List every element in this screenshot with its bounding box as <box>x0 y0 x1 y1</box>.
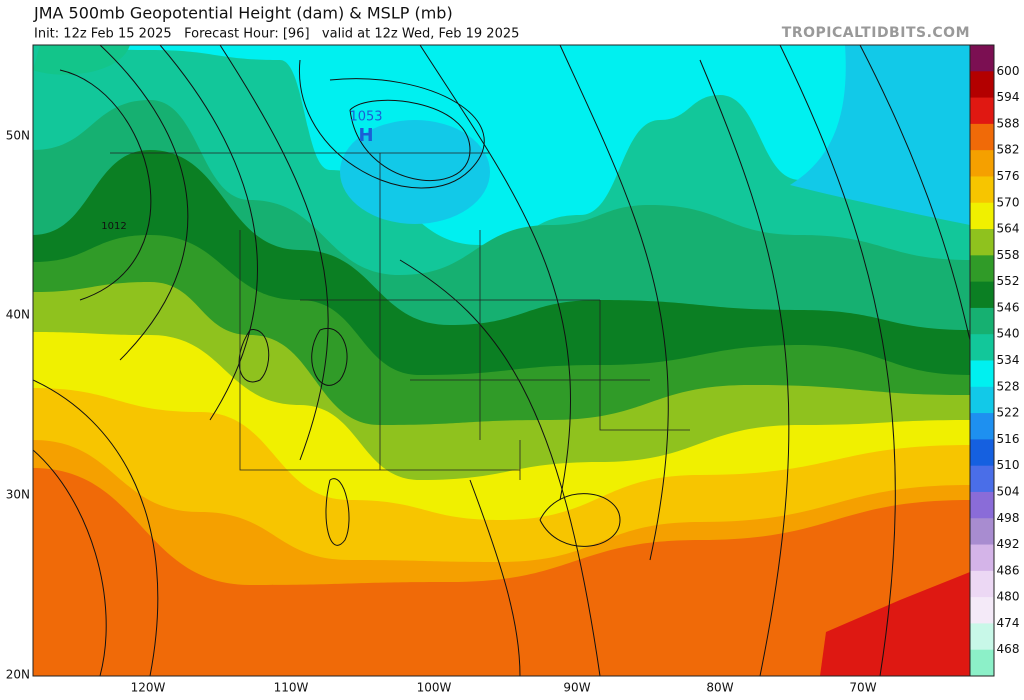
colorbar-cell <box>970 97 994 125</box>
colorbar-cell <box>970 518 994 546</box>
height-blob <box>790 45 970 225</box>
colorbar-label: 576 <box>997 169 1020 183</box>
colorbar-cell <box>970 413 994 440</box>
height-blob <box>340 120 490 224</box>
colorbar-label: 552 <box>997 274 1020 288</box>
colorbar-label: 600 <box>997 64 1020 78</box>
colorbar-label: 564 <box>997 222 1020 236</box>
pressure-contour <box>469 479 521 676</box>
pressure-contour <box>238 329 270 383</box>
colorbar-cell <box>970 229 994 256</box>
pressure-contour <box>325 478 350 546</box>
height-band <box>820 572 970 676</box>
title: JMA 500mb Geopotential Height (dam) & MS… <box>33 4 453 23</box>
height-band <box>33 45 130 75</box>
pressure-contour <box>59 69 152 301</box>
state-border <box>599 300 690 431</box>
colorbar-cell <box>970 150 994 177</box>
colorbar-label: 558 <box>997 248 1020 262</box>
colorbar-cell <box>970 570 994 598</box>
colorbar-cell <box>970 597 994 624</box>
colorbar-label: 522 <box>997 406 1020 420</box>
high-marker: H <box>358 125 373 146</box>
pressure-contour <box>33 449 107 676</box>
colorbar-label: 492 <box>997 537 1020 551</box>
pressure-contour <box>99 45 189 361</box>
colorbar-cell <box>970 360 994 388</box>
colorbar-label: 516 <box>997 432 1020 446</box>
colorbar-cell <box>970 202 994 230</box>
lat-label: 50N <box>6 129 30 143</box>
pressure-contour <box>859 45 970 341</box>
colorbar-cell <box>970 71 994 99</box>
colorbar-cell <box>970 123 994 151</box>
high-value: 1053 <box>349 110 382 125</box>
colorbar-cell <box>970 386 994 414</box>
state-border <box>239 230 520 471</box>
colorbar-cell <box>970 649 994 677</box>
lon-label: 70W <box>849 681 876 695</box>
colorbar-cell <box>970 281 994 309</box>
colorbar-label: 588 <box>997 116 1020 130</box>
colorbar-cell <box>970 307 994 335</box>
colorbar-label: 480 <box>997 590 1020 604</box>
colorbar-label: 570 <box>997 195 1020 209</box>
colorbar-label: 546 <box>997 300 1020 314</box>
subtitle: Init: 12z Feb 15 2025 Forecast Hour: [96… <box>34 27 519 42</box>
colorbar-cell <box>970 465 994 493</box>
lon-label: 90W <box>563 681 590 695</box>
low-value: 1012 <box>101 221 126 232</box>
pressure-contour <box>539 493 621 547</box>
colorbar-cell <box>970 491 994 519</box>
pressure-contour <box>311 327 348 386</box>
colorbar: 600 594 588 582 576 570 564 558 552 546 540 534 528 5… <box>969 44 1020 677</box>
lon-label: 120W <box>131 681 166 695</box>
colorbar-label: 594 <box>997 90 1020 104</box>
lon-label: 80W <box>706 681 733 695</box>
pressure-contour <box>419 45 572 501</box>
lon-label: 100W <box>417 681 452 695</box>
colorbar-cell <box>970 544 994 572</box>
colorbar-label: 540 <box>997 327 1020 341</box>
colorbar-label: 498 <box>997 511 1020 525</box>
colorbar-cell <box>970 255 994 283</box>
colorbar-label: 468 <box>997 642 1020 656</box>
lat-label: 30N <box>6 488 30 502</box>
colorbar-label: 582 <box>997 143 1020 157</box>
pressure-contour <box>299 59 485 189</box>
lat-label: 20N <box>6 668 30 682</box>
lat-label: 40N <box>6 308 30 322</box>
pressure-contour <box>399 259 601 676</box>
colorbar-cell <box>970 623 994 651</box>
colorbar-label: 528 <box>997 379 1020 393</box>
colorbar-label: 534 <box>997 353 1020 367</box>
colorbar-cell <box>970 334 994 361</box>
pressure-contour <box>559 45 669 561</box>
pressure-contour <box>779 45 896 676</box>
pressure-contour <box>219 45 329 461</box>
colorbar-cell <box>970 439 994 467</box>
pressure-contour <box>349 99 471 181</box>
colorbar-label: 474 <box>997 616 1020 630</box>
site-name: TROPICALTIDBITS.COM <box>782 25 970 41</box>
colorbar-label: 510 <box>997 458 1020 472</box>
pressure-contour <box>33 379 159 676</box>
colorbar-label: 486 <box>997 563 1020 577</box>
lon-label: 110W <box>274 681 309 695</box>
pressure-contour <box>699 59 790 676</box>
colorbar-cell <box>970 176 994 204</box>
colorbar-label: 504 <box>997 484 1020 498</box>
map <box>33 45 970 676</box>
height-band <box>33 468 970 676</box>
colorbar-frame <box>969 44 995 677</box>
colorbar-cell <box>970 45 994 72</box>
